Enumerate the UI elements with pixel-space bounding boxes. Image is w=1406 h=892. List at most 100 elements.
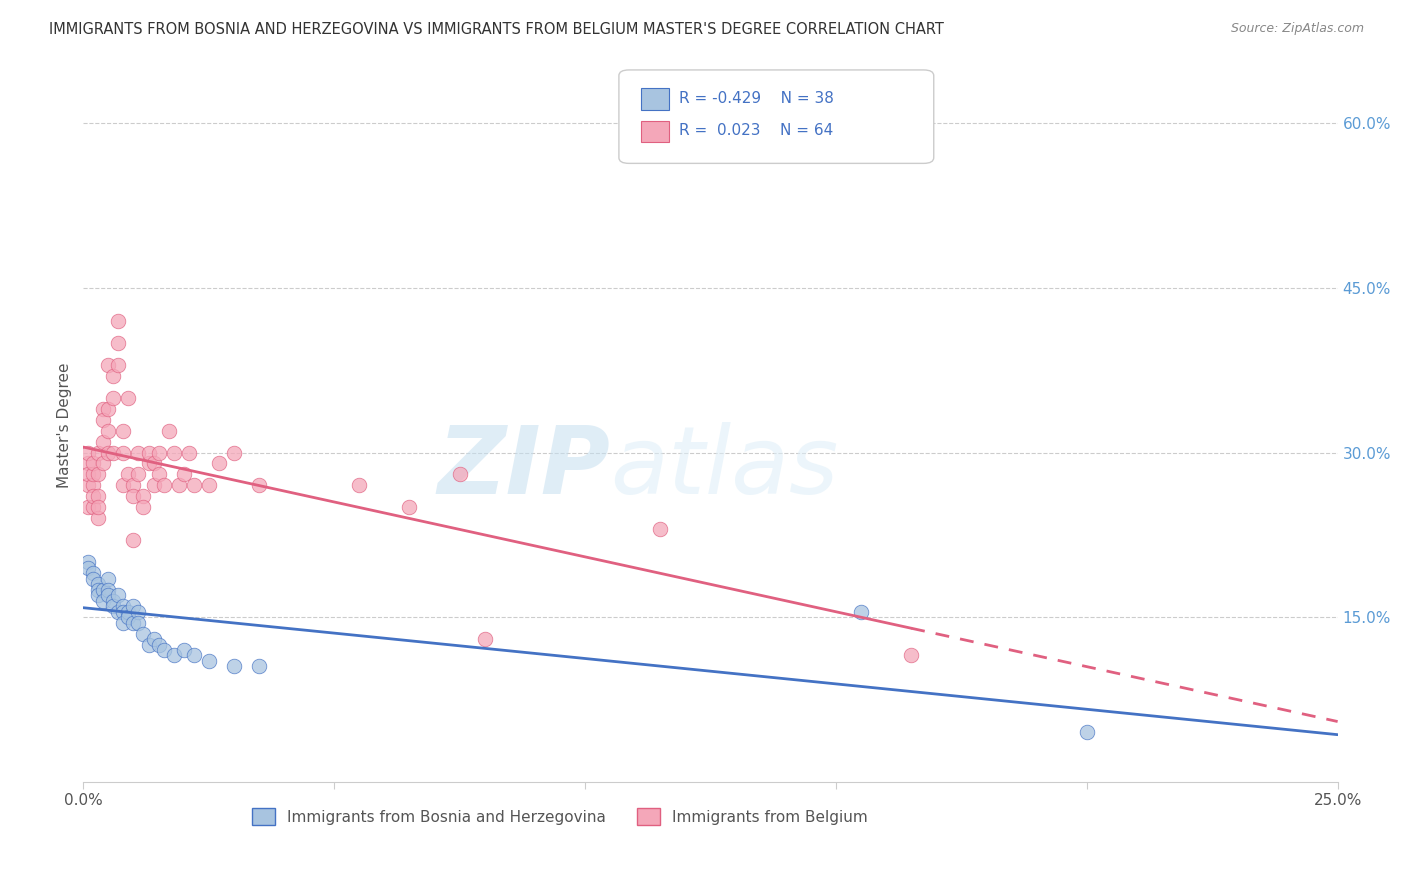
- Point: [222, 445, 245, 459]
- Text: IMMIGRANTS FROM BOSNIA AND HERZEGOVINA VS IMMIGRANTS FROM BELGIUM MASTER'S DEGRE: IMMIGRANTS FROM BOSNIA AND HERZEGOVINA V…: [49, 22, 943, 37]
- Point: [349, 478, 371, 492]
- Point: [82, 467, 104, 482]
- Text: ZIP: ZIP: [437, 422, 610, 514]
- Legend: Immigrants from Bosnia and Herzegovina, Immigrants from Belgium: Immigrants from Bosnia and Herzegovina, …: [252, 808, 868, 825]
- Point: [93, 457, 115, 471]
- Point: [112, 615, 135, 630]
- Point: [148, 467, 170, 482]
- Point: [112, 605, 135, 619]
- Point: [87, 445, 110, 459]
- Point: [77, 500, 100, 515]
- Point: [77, 555, 100, 569]
- Point: [97, 401, 120, 416]
- Point: [142, 632, 165, 646]
- Point: [97, 445, 120, 459]
- Point: [142, 457, 165, 471]
- Point: [122, 490, 145, 504]
- Point: [107, 588, 129, 602]
- Point: [112, 478, 135, 492]
- Point: [82, 500, 104, 515]
- Point: [142, 478, 165, 492]
- Point: [167, 478, 190, 492]
- Point: [103, 593, 125, 607]
- Point: [127, 445, 149, 459]
- Point: [87, 500, 110, 515]
- Point: [247, 659, 270, 673]
- Point: [77, 457, 100, 471]
- Point: [82, 478, 104, 492]
- Point: [117, 605, 139, 619]
- Point: [97, 572, 120, 586]
- Point: [82, 566, 104, 581]
- Point: [132, 490, 155, 504]
- Point: [474, 632, 496, 646]
- Point: [117, 467, 139, 482]
- Point: [77, 560, 100, 574]
- Point: [87, 582, 110, 597]
- Point: [93, 401, 115, 416]
- Point: [107, 314, 129, 328]
- Point: [173, 467, 195, 482]
- Point: [132, 626, 155, 640]
- Point: [77, 445, 100, 459]
- Point: [112, 445, 135, 459]
- Point: [183, 478, 205, 492]
- Point: [148, 445, 170, 459]
- Point: [93, 582, 115, 597]
- Point: [208, 457, 231, 471]
- Point: [127, 615, 149, 630]
- Point: [449, 467, 471, 482]
- Point: [247, 478, 270, 492]
- Point: [117, 391, 139, 405]
- Text: Source: ZipAtlas.com: Source: ZipAtlas.com: [1230, 22, 1364, 36]
- Point: [77, 478, 100, 492]
- Point: [93, 412, 115, 426]
- FancyBboxPatch shape: [641, 88, 669, 110]
- Point: [398, 500, 420, 515]
- Point: [103, 391, 125, 405]
- Point: [97, 588, 120, 602]
- Point: [97, 424, 120, 438]
- Point: [107, 358, 129, 372]
- Point: [138, 457, 160, 471]
- Point: [222, 659, 245, 673]
- Point: [162, 445, 184, 459]
- Point: [162, 648, 184, 663]
- Point: [93, 593, 115, 607]
- Point: [87, 490, 110, 504]
- Point: [87, 467, 110, 482]
- Point: [103, 599, 125, 614]
- Point: [122, 599, 145, 614]
- Point: [107, 335, 129, 350]
- FancyBboxPatch shape: [619, 70, 934, 163]
- Point: [148, 638, 170, 652]
- Point: [107, 605, 129, 619]
- Point: [157, 424, 180, 438]
- Point: [152, 478, 174, 492]
- Point: [117, 610, 139, 624]
- Point: [103, 368, 125, 383]
- Point: [1076, 725, 1098, 739]
- Point: [132, 500, 155, 515]
- Point: [122, 478, 145, 492]
- Point: [93, 434, 115, 449]
- Point: [112, 599, 135, 614]
- Point: [650, 522, 672, 536]
- Point: [82, 457, 104, 471]
- Text: atlas: atlas: [610, 423, 838, 514]
- Point: [97, 582, 120, 597]
- Point: [112, 424, 135, 438]
- Point: [152, 643, 174, 657]
- Point: [82, 490, 104, 504]
- Point: [87, 588, 110, 602]
- Point: [173, 643, 195, 657]
- Point: [122, 533, 145, 548]
- Point: [127, 467, 149, 482]
- Point: [97, 358, 120, 372]
- Point: [183, 648, 205, 663]
- Y-axis label: Master's Degree: Master's Degree: [58, 362, 72, 488]
- Point: [127, 605, 149, 619]
- FancyBboxPatch shape: [641, 120, 669, 142]
- Point: [197, 654, 219, 668]
- Point: [87, 511, 110, 525]
